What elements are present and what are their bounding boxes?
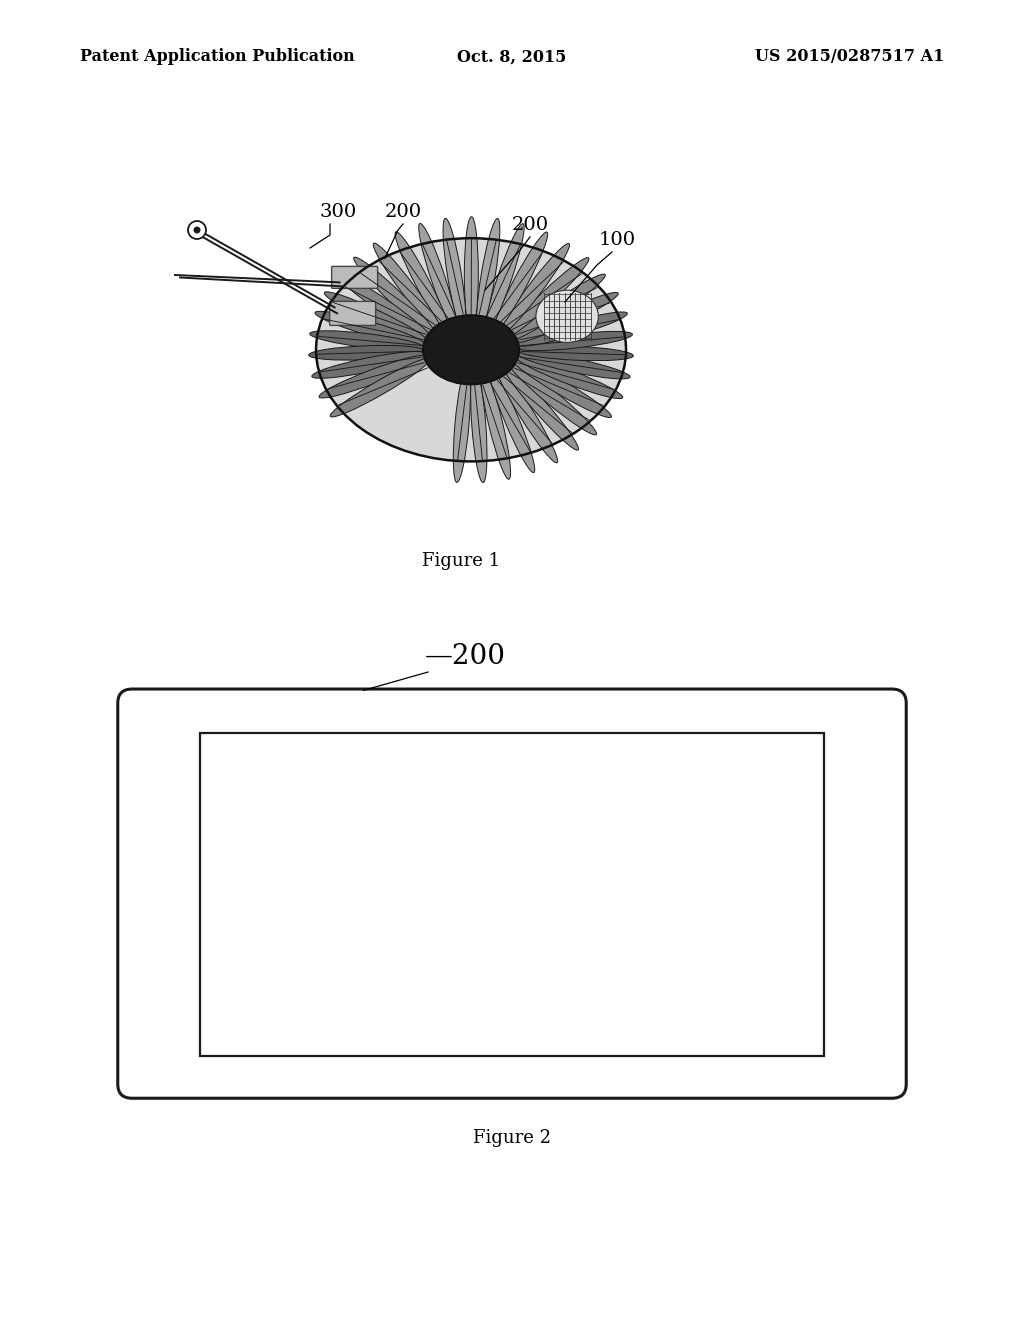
Ellipse shape (319, 355, 427, 399)
Ellipse shape (536, 290, 598, 342)
Ellipse shape (517, 351, 630, 379)
Text: 100: 100 (598, 231, 636, 249)
Ellipse shape (502, 363, 579, 450)
Text: 300: 300 (319, 203, 356, 220)
Ellipse shape (505, 257, 589, 338)
Ellipse shape (337, 273, 432, 341)
Circle shape (188, 220, 206, 239)
Ellipse shape (517, 312, 628, 346)
Ellipse shape (508, 360, 597, 434)
Ellipse shape (353, 257, 437, 338)
Ellipse shape (443, 218, 466, 331)
Ellipse shape (316, 238, 626, 462)
Ellipse shape (464, 216, 478, 331)
Ellipse shape (373, 243, 443, 335)
Ellipse shape (471, 368, 487, 483)
Ellipse shape (480, 367, 511, 479)
Text: Figure 2: Figure 2 (473, 1129, 551, 1147)
Ellipse shape (325, 292, 428, 343)
Text: Figure 1: Figure 1 (422, 552, 500, 570)
FancyBboxPatch shape (332, 267, 378, 288)
Ellipse shape (315, 312, 425, 346)
Ellipse shape (518, 331, 633, 351)
Ellipse shape (488, 367, 535, 473)
Ellipse shape (510, 275, 605, 341)
Text: 200: 200 (384, 203, 422, 220)
Ellipse shape (419, 223, 458, 333)
Bar (200, 733, 824, 1056)
Ellipse shape (518, 346, 634, 360)
Text: US 2015/0287517 A1: US 2015/0287517 A1 (755, 49, 944, 65)
Ellipse shape (515, 355, 623, 399)
Text: Oct. 8, 2015: Oct. 8, 2015 (458, 49, 566, 65)
Ellipse shape (514, 293, 618, 343)
Text: Patent Application Publication: Patent Application Publication (80, 49, 354, 65)
Ellipse shape (395, 232, 450, 334)
Ellipse shape (496, 366, 558, 463)
FancyBboxPatch shape (118, 689, 906, 1098)
Ellipse shape (454, 368, 470, 482)
Ellipse shape (500, 243, 569, 335)
Ellipse shape (493, 232, 548, 334)
Ellipse shape (476, 219, 500, 331)
Ellipse shape (512, 358, 611, 417)
FancyBboxPatch shape (330, 301, 376, 326)
Ellipse shape (309, 331, 424, 351)
Ellipse shape (423, 315, 519, 384)
Ellipse shape (485, 223, 524, 333)
Ellipse shape (311, 351, 425, 379)
Ellipse shape (308, 346, 424, 360)
Text: 200: 200 (511, 216, 549, 234)
Ellipse shape (330, 358, 430, 417)
Circle shape (194, 227, 201, 234)
Text: —200: —200 (425, 643, 506, 669)
